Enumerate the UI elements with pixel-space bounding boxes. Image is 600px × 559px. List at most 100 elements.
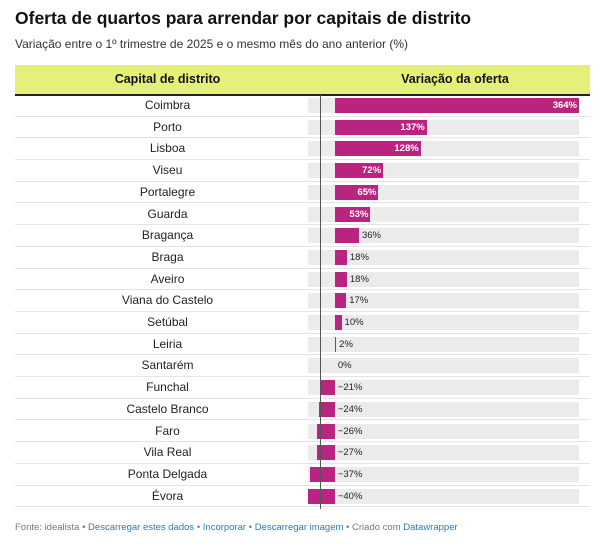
row-capital-name: Guarda <box>147 206 188 221</box>
bar <box>308 488 335 504</box>
table-row: Santarém 0% <box>15 355 590 378</box>
embed-link[interactable]: Incorporar <box>202 522 247 533</box>
bar-track: 72% <box>308 163 579 179</box>
bar <box>334 271 347 287</box>
table-row: Guarda 53% <box>15 204 590 226</box>
bar <box>316 445 335 461</box>
download-data-link[interactable]: Descarregar estes dados <box>88 522 195 533</box>
row-capital-name: Aveiro <box>150 271 185 286</box>
bar-track: 137% <box>308 119 579 135</box>
chart-title: Oferta de quartos para arrendar por capi… <box>15 8 472 28</box>
bar <box>334 163 384 179</box>
table-row: Setúbal 10% <box>15 312 590 334</box>
footer-sep: • <box>79 522 89 533</box>
footer-created: Criado com <box>352 522 401 533</box>
bar-track: 53% <box>308 206 579 222</box>
chart-subtitle: Variação entre o 1º trimestre de 2025 e … <box>15 37 409 51</box>
bar-track: −26% <box>308 423 579 439</box>
bar <box>334 293 347 309</box>
bar-value-label: −40% <box>337 490 363 502</box>
footer-sep: • <box>246 522 255 533</box>
table-row: Faro −26% <box>15 421 590 443</box>
download-image-link[interactable]: Descarregar imagem <box>254 522 344 533</box>
bar-track: 18% <box>308 271 579 287</box>
bar-track: −40% <box>308 488 579 504</box>
bar-value-label: −21% <box>337 382 363 394</box>
table-row: Leiria 2% <box>15 334 590 356</box>
footer-sep: • <box>194 522 203 533</box>
bar-track: 364% <box>308 98 579 113</box>
bar <box>320 380 335 396</box>
row-capital-name: Faro <box>155 423 180 438</box>
row-capital-name: Braga <box>151 249 184 264</box>
bar-value-label: 17% <box>349 295 369 307</box>
table-row: Lisboa 128% <box>15 138 590 161</box>
table-row: Portalegre 65% <box>15 182 590 204</box>
bar-value-label: 18% <box>349 273 369 285</box>
bar-value-label: 65% <box>357 186 377 198</box>
bar-value-label: 364% <box>552 100 577 111</box>
bar-track: 18% <box>308 249 579 265</box>
bar-value-label: 18% <box>349 251 369 263</box>
table-row: Castelo Branco −24% <box>15 399 590 421</box>
table-row: Bragança 36% <box>15 225 590 247</box>
bar-value-label: 137% <box>400 121 425 133</box>
datawrapper-link[interactable]: Datawrapper <box>403 522 458 533</box>
bar <box>334 98 579 113</box>
bar-value-label: 128% <box>394 143 419 155</box>
row-capital-name: Portalegre <box>139 184 196 199</box>
bar <box>334 336 337 352</box>
bar <box>334 206 371 222</box>
bar <box>334 184 379 200</box>
bar-track: 128% <box>308 141 579 157</box>
bar-value-label: −26% <box>337 425 363 437</box>
table-row: Funchal −21% <box>15 377 590 399</box>
row-capital-name: Viseu <box>152 163 183 178</box>
bar-value-label: 72% <box>362 165 382 177</box>
bar-track: −21% <box>308 380 579 396</box>
bar-value-label: 2% <box>339 338 353 350</box>
bar-value-label: −27% <box>337 447 363 459</box>
bar <box>318 401 335 417</box>
row-capital-name: Coimbra <box>144 98 191 112</box>
bar-value-label: 53% <box>349 208 369 220</box>
table-header: Capital de distrito Variação da oferta <box>15 65 590 96</box>
bar-value-label: 36% <box>361 230 381 242</box>
row-capital-name: Bragança <box>141 228 194 243</box>
bar-track: −27% <box>308 445 579 461</box>
bar <box>310 466 335 482</box>
table-row: Braga 18% <box>15 247 590 269</box>
row-capital-name: Porto <box>153 119 182 134</box>
bar <box>334 228 359 244</box>
bar <box>334 249 347 265</box>
header-capital: Capital de distrito <box>114 72 221 86</box>
bar-value-label: −37% <box>337 468 363 480</box>
bar <box>334 141 421 157</box>
row-capital-name: Viana do Castelo <box>121 293 214 308</box>
row-capital-name: Lisboa <box>149 141 186 156</box>
bar-value-label: 0% <box>337 360 352 372</box>
footer-source: Fonte: idealista <box>15 522 80 533</box>
table-row: Ponta Delgada −37% <box>15 464 590 486</box>
row-capital-name: Funchal <box>146 380 189 395</box>
bar-track: 17% <box>308 293 579 309</box>
row-capital-name: Castelo Branco <box>126 401 209 416</box>
bar-track: 2% <box>308 336 579 352</box>
bar <box>317 423 335 439</box>
table-row: Aveiro 18% <box>15 269 590 291</box>
bar <box>334 315 342 330</box>
footer-sep: • <box>343 522 353 533</box>
table-row: Viana do Castelo 17% <box>15 290 590 312</box>
row-capital-name: Setúbal <box>147 315 188 329</box>
bar-track: 0% <box>308 358 579 374</box>
table-row: Coimbra 364% <box>15 95 590 117</box>
bar-track: 65% <box>308 184 579 200</box>
bar-track: 36% <box>308 228 579 244</box>
row-capital-name: Vila Real <box>143 445 192 460</box>
table-row: Viseu 72% <box>15 160 590 182</box>
row-capital-name: Santarém <box>141 358 194 373</box>
row-capital-name: Leiria <box>152 336 183 351</box>
bar-track: −24% <box>308 401 579 417</box>
table-row: Vila Real −27% <box>15 442 590 464</box>
